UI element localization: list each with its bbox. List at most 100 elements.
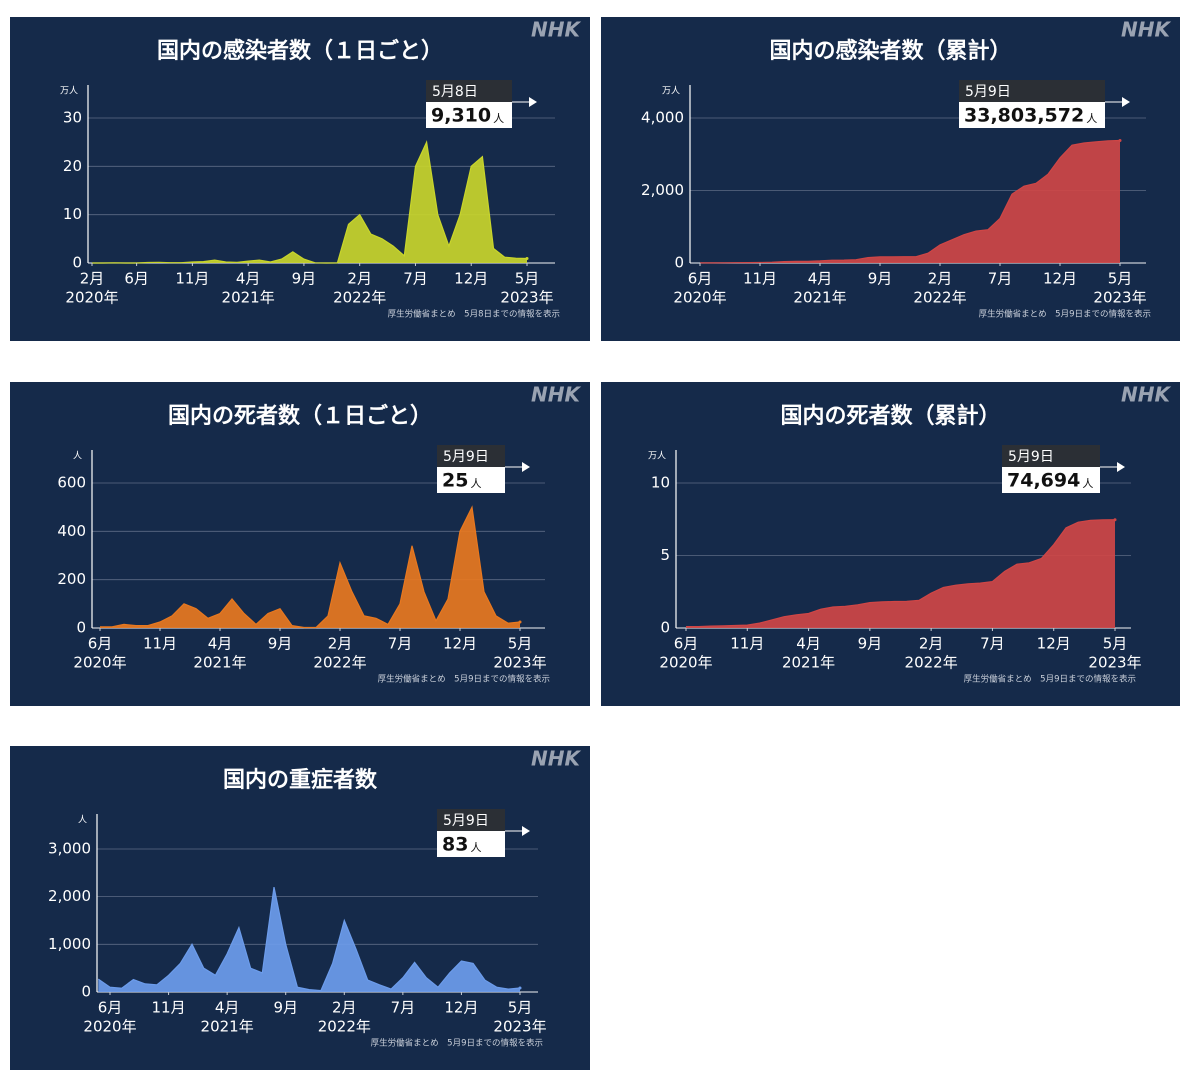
panel-background (10, 382, 590, 706)
chart: 国内の感染者数（累計） NHK 万人 0 2,000 4,000 6月 11月 4月 9月 2月 7月… (601, 17, 1180, 341)
chart-panel: 国内の感染者数（１日ごと） NHK 万人 0 10 20 30 2月 6月 11月 4月 9月 2月 7月… (10, 17, 590, 345)
annotation-header (437, 445, 505, 467)
logo: NHK (1121, 383, 1171, 407)
x-tick-label: 12月 (444, 999, 478, 1017)
x-year-label: 2021年 (782, 654, 835, 672)
x-tick-label: 6月 (674, 635, 699, 653)
annotation-value: 9,310 (431, 105, 491, 127)
y-tick-label: 0 (660, 619, 670, 637)
x-tick-label: 9月 (858, 635, 883, 653)
y-tick-label: 1,000 (48, 935, 91, 953)
chart-panel: 国内の重症者数 NHK 人 0 1,000 2,000 3,000 6月 11月 4月 9月 2月 7月… (10, 746, 590, 1074)
annotation-pointer (522, 462, 530, 472)
annotation-pointer (1122, 97, 1130, 107)
x-year-label: 2021年 (193, 654, 246, 672)
x-tick-label: 11月 (152, 999, 186, 1017)
x-tick-label: 11月 (143, 635, 177, 653)
annotation-unit: 人 (1082, 477, 1093, 490)
area-fill (700, 140, 1120, 263)
logo: NHK (531, 747, 581, 771)
x-tick-label: 4月 (215, 999, 240, 1017)
annotation-header (426, 80, 512, 102)
x-tick-label: 7月 (403, 270, 428, 288)
y-tick-label: 10 (63, 205, 82, 223)
x-tick-label: 4月 (236, 270, 261, 288)
source-note: 厚生労働省まとめ 5月8日までの情報を表示 (388, 309, 560, 320)
area-fill (100, 507, 520, 628)
x-tick-label: 12月 (454, 270, 488, 288)
chart: 国内の死者数（１日ごと） NHK 人 0 200 400 600 6月 11月 4月 9月 2月 7月 1… (10, 382, 590, 706)
x-year-label: 2023年 (1088, 654, 1141, 672)
series-line (100, 505, 521, 629)
chart-panel: 国内の死者数（１日ごと） NHK 人 0 200 400 600 6月 11月 4月 9月 2月 7月 1… (10, 382, 590, 710)
x-tick-label: 5月 (1103, 635, 1128, 653)
x-year-label: 2022年 (333, 289, 386, 307)
x-tick-label: 2月 (347, 270, 372, 288)
x-year-label: 2021年 (222, 289, 275, 307)
x-tick-label: 7月 (388, 635, 413, 653)
y-tick-label: 10 (651, 474, 670, 492)
x-tick-label: 6月 (124, 270, 149, 288)
x-tick-label: 11月 (730, 635, 764, 653)
y-tick-label: 0 (72, 254, 82, 272)
logo: NHK (1121, 18, 1171, 42)
annotation-value: 74,694 (1007, 470, 1080, 492)
chart: 国内の感染者数（１日ごと） NHK 万人 0 10 20 30 2月 6月 11月 4月 9月 2月 7月… (10, 17, 590, 341)
annotation-pointer (522, 826, 530, 836)
x-tick-label: 12月 (1043, 270, 1077, 288)
annotation-point (518, 986, 522, 990)
annotation-box (959, 102, 1105, 128)
x-tick-label: 2月 (919, 635, 944, 653)
annotation-point (1118, 138, 1122, 142)
y-tick-label: 0 (674, 254, 684, 272)
chart-title: 国内の感染者数（１日ごと） (157, 38, 443, 64)
logo: NHK (531, 18, 581, 42)
annotation-value: 83 (442, 834, 468, 856)
x-tick-label: 6月 (88, 635, 113, 653)
annotation-unit: 人 (1086, 112, 1097, 125)
area-fill (686, 519, 1115, 628)
x-tick-label: 7月 (391, 999, 416, 1017)
annotation-header (959, 80, 1105, 102)
y-tick-label: 200 (57, 570, 86, 588)
x-tick-label: 7月 (988, 270, 1013, 288)
x-tick-label: 12月 (1037, 635, 1071, 653)
source-note: 厚生労働省まとめ 5月9日までの情報を表示 (378, 674, 550, 685)
x-tick-label: 6月 (688, 270, 713, 288)
series-line (686, 519, 1116, 628)
x-tick-label: 5月 (515, 270, 540, 288)
x-tick-label: 11月 (743, 270, 777, 288)
x-year-label: 2023年 (493, 1018, 546, 1036)
x-tick-label: 9月 (292, 270, 317, 288)
x-tick-label: 5月 (508, 999, 533, 1017)
x-tick-label: 6月 (98, 999, 123, 1017)
annotation-value: 33,803,572 (964, 105, 1084, 127)
chart: 国内の重症者数 NHK 人 0 1,000 2,000 3,000 6月 11月 4月 9月 2月 7月… (10, 746, 590, 1070)
annotation-point (525, 257, 529, 261)
y-tick-label: 30 (63, 109, 82, 127)
series-line (92, 140, 528, 264)
y-tick-label: 5 (660, 546, 670, 564)
source-note: 厚生労働省まとめ 5月9日までの情報を表示 (979, 309, 1151, 320)
x-tick-label: 5月 (508, 635, 533, 653)
source-note: 厚生労働省まとめ 5月9日までの情報を表示 (964, 674, 1136, 685)
x-year-label: 2022年 (913, 289, 966, 307)
chart-panel: 国内の感染者数（累計） NHK 万人 0 2,000 4,000 6月 11月 4月 9月 2月 7月… (601, 17, 1180, 345)
chart-title: 国内の死者数（累計） (780, 403, 1000, 429)
y-tick-label: 4,000 (641, 109, 684, 127)
x-year-label: 2022年 (318, 1018, 371, 1036)
source-note: 厚生労働省まとめ 5月9日までの情報を表示 (371, 1038, 543, 1049)
x-year-label: 2020年 (73, 654, 126, 672)
x-year-label: 2023年 (493, 654, 546, 672)
x-tick-label: 11月 (175, 270, 209, 288)
annotation-date: 5月8日 (432, 84, 478, 100)
chart-title: 国内の死者数（１日ごと） (168, 403, 432, 429)
logo: NHK (531, 383, 581, 407)
x-tick-label: 7月 (980, 635, 1005, 653)
x-year-label: 2021年 (201, 1018, 254, 1036)
x-tick-label: 2月 (332, 999, 357, 1017)
y-tick-label: 3,000 (48, 839, 91, 857)
area-fill (92, 142, 527, 263)
y-unit: 人 (78, 815, 87, 826)
panel-background (10, 746, 590, 1070)
